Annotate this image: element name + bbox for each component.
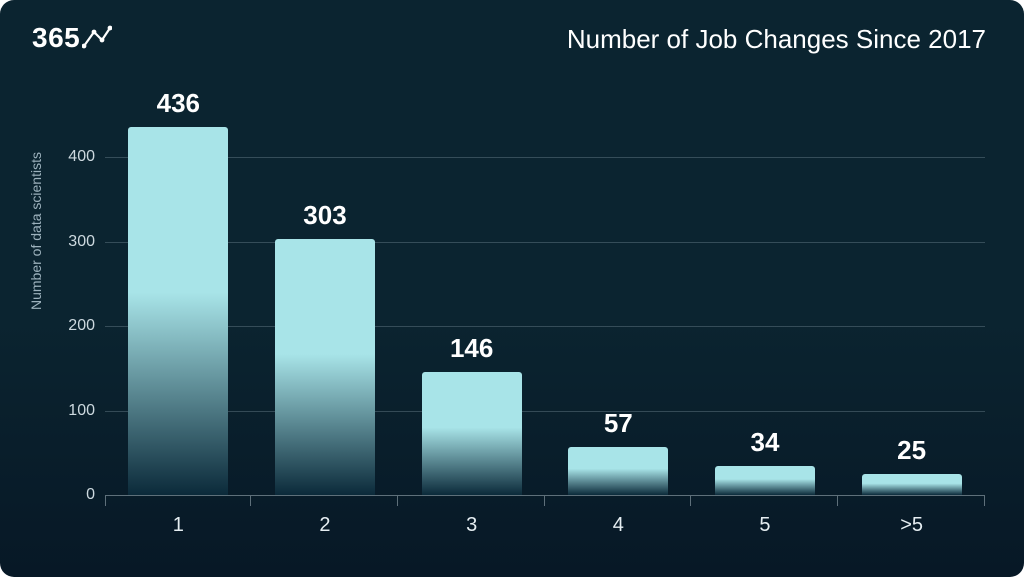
y-tick-label: 200 (45, 317, 95, 335)
bar-value-label: 25 (897, 435, 926, 466)
y-tick-label: 0 (45, 486, 95, 504)
bar-value-label: 436 (157, 88, 200, 119)
plot-area: 0100200300400436303146573425 (105, 115, 985, 495)
x-axis: 12345>5 (105, 495, 985, 555)
bar-group: 436 (105, 88, 251, 495)
bar (128, 127, 228, 495)
bar-group: 57 (545, 408, 691, 495)
bar (715, 466, 815, 495)
bar-group: 34 (692, 427, 838, 495)
y-tick-label: 100 (45, 402, 95, 420)
bars-container: 436303146573425 (105, 115, 985, 495)
y-axis-label: Number of data scientists (28, 152, 44, 310)
bar (862, 474, 962, 495)
bar-group: 303 (252, 200, 398, 495)
x-tick-label: 2 (252, 496, 398, 555)
x-tick-label: 5 (692, 496, 838, 555)
bar (275, 239, 375, 495)
bar-group: 146 (399, 333, 545, 495)
bar-value-label: 57 (604, 408, 633, 439)
y-tick-label: 300 (45, 233, 95, 251)
logo-graph-icon (82, 24, 112, 52)
x-tick-label: 1 (105, 496, 251, 555)
bar (568, 447, 668, 495)
bar-value-label: 34 (750, 427, 779, 458)
chart-title: Number of Job Changes Since 2017 (567, 24, 986, 55)
x-tick-label: 4 (545, 496, 691, 555)
bar (422, 372, 522, 495)
logo-text: 365 (32, 22, 80, 54)
bar-group: 25 (839, 435, 985, 495)
x-tick-label: 3 (399, 496, 545, 555)
chart-canvas: 365 Number of Job Changes Since 2017 Num… (0, 0, 1024, 577)
x-tick-label: >5 (839, 496, 985, 555)
bar-value-label: 146 (450, 333, 493, 364)
y-tick-label: 400 (45, 148, 95, 166)
brand-logo: 365 (32, 22, 112, 54)
bar-value-label: 303 (303, 200, 346, 231)
